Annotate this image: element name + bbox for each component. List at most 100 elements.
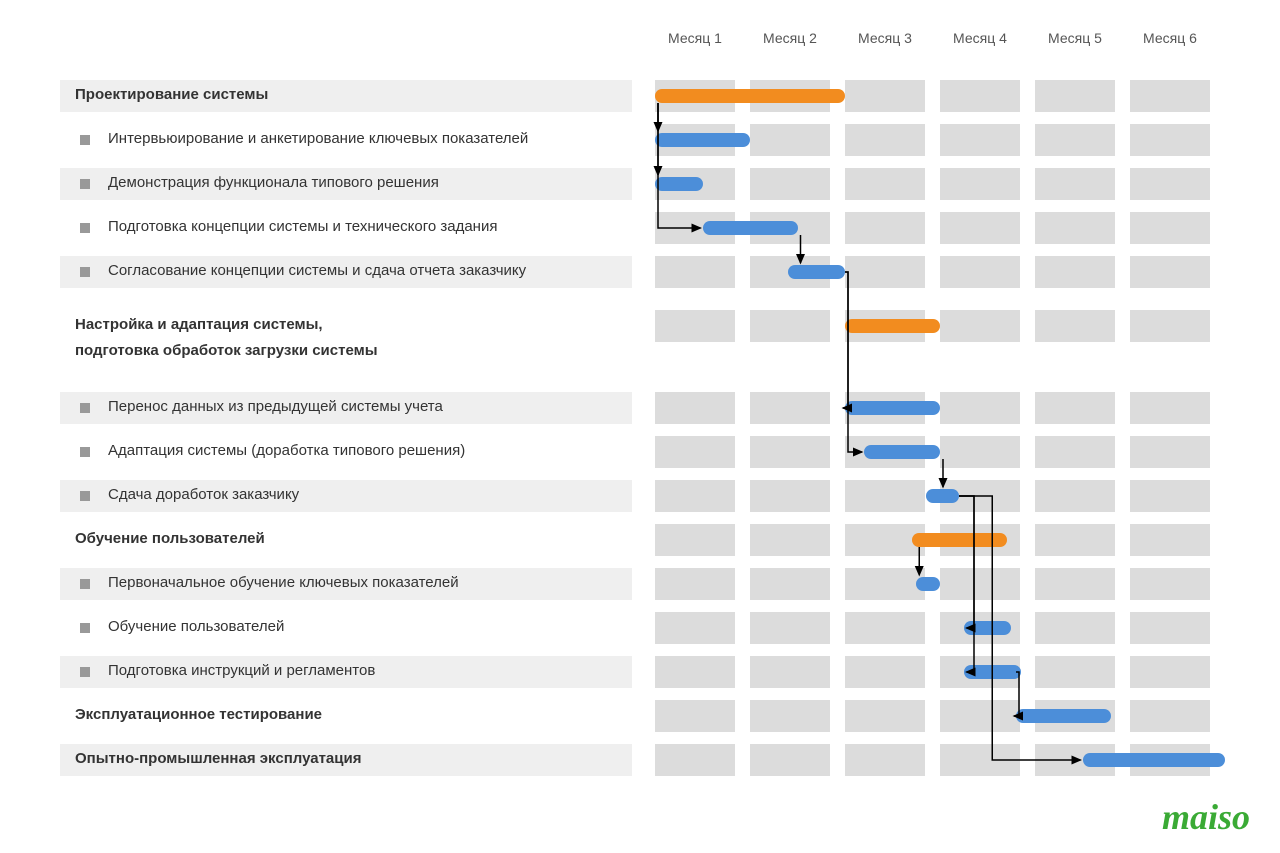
task-bar bbox=[1083, 753, 1226, 767]
grid-cell bbox=[845, 80, 925, 112]
grid-cell bbox=[655, 310, 735, 342]
grid-cell bbox=[1035, 612, 1115, 644]
month-label: Месяц 6 bbox=[1125, 30, 1215, 46]
grid-cell bbox=[1035, 524, 1115, 556]
grid-cell bbox=[940, 168, 1020, 200]
task-bar bbox=[916, 577, 940, 591]
month-label: Месяц 1 bbox=[650, 30, 740, 46]
grid-cell bbox=[845, 256, 925, 288]
grid-cell bbox=[1035, 80, 1115, 112]
gantt-task-row: Интервьюирование и анкетирование ключевы… bbox=[60, 124, 1220, 156]
bullet-icon bbox=[80, 403, 90, 413]
grid-cell bbox=[940, 124, 1020, 156]
grid-cell bbox=[1130, 656, 1210, 688]
grid-cell bbox=[655, 392, 735, 424]
grid-cell bbox=[940, 568, 1020, 600]
grid-cell bbox=[1130, 480, 1210, 512]
grid-cell bbox=[940, 256, 1020, 288]
gantt-phase-row: Настройка и адаптация системы,подготовка… bbox=[60, 310, 1220, 342]
grid-cell bbox=[655, 480, 735, 512]
grid-cell bbox=[1035, 212, 1115, 244]
month-label: Месяц 2 bbox=[745, 30, 835, 46]
month-label: Месяц 3 bbox=[840, 30, 930, 46]
month-label: Месяц 5 bbox=[1030, 30, 1120, 46]
gantt-phase-row: Проектирование системы bbox=[60, 80, 1220, 112]
watermark-logo: maiso bbox=[1162, 796, 1250, 838]
dependency-arrow bbox=[959, 496, 974, 628]
row-label: Обучение пользователей bbox=[75, 530, 265, 547]
grid-cell bbox=[750, 124, 830, 156]
row-label: Подготовка концепции системы и техническ… bbox=[108, 218, 497, 235]
grid-cell bbox=[750, 744, 830, 776]
bullet-icon bbox=[80, 623, 90, 633]
month-label: Месяц 4 bbox=[935, 30, 1025, 46]
grid-cell bbox=[1130, 612, 1210, 644]
grid-cell bbox=[1035, 568, 1115, 600]
task-bar bbox=[926, 489, 959, 503]
grid-cell bbox=[655, 256, 735, 288]
bullet-icon bbox=[80, 223, 90, 233]
grid-cell bbox=[1130, 310, 1210, 342]
grid-cell bbox=[1035, 168, 1115, 200]
month-header: Месяц 1Месяц 2Месяц 3Месяц 4Месяц 5Месяц… bbox=[655, 30, 1220, 60]
task-bar bbox=[703, 221, 798, 235]
grid-cell bbox=[1130, 392, 1210, 424]
bullet-icon bbox=[80, 267, 90, 277]
gantt-task-row: Первоначальное обучение ключевых показат… bbox=[60, 568, 1220, 600]
bullet-icon bbox=[80, 579, 90, 589]
grid-cell bbox=[845, 168, 925, 200]
task-bar bbox=[655, 133, 750, 147]
grid-cell bbox=[1130, 436, 1210, 468]
grid-cell bbox=[655, 744, 735, 776]
row-label: Эксплуатационное тестирование bbox=[75, 706, 322, 723]
gantt-phase-row: Эксплуатационное тестирование bbox=[60, 700, 1220, 732]
grid-cell bbox=[1130, 568, 1210, 600]
grid-cell bbox=[655, 568, 735, 600]
grid-cell bbox=[750, 656, 830, 688]
bullet-icon bbox=[80, 491, 90, 501]
grid-cell bbox=[750, 612, 830, 644]
grid-cell bbox=[1130, 212, 1210, 244]
bullet-icon bbox=[80, 135, 90, 145]
grid-cell bbox=[940, 310, 1020, 342]
row-label: Первоначальное обучение ключевых показат… bbox=[108, 574, 459, 591]
grid-cell bbox=[750, 700, 830, 732]
grid-cell bbox=[655, 700, 735, 732]
bullet-icon bbox=[80, 447, 90, 457]
grid-cell bbox=[1035, 480, 1115, 512]
row-label: Обучение пользователей bbox=[108, 618, 284, 635]
dependency-arrow bbox=[658, 103, 701, 228]
bullet-icon bbox=[80, 179, 90, 189]
grid-cell bbox=[655, 524, 735, 556]
grid-cell bbox=[845, 656, 925, 688]
grid-cell bbox=[940, 80, 1020, 112]
grid-cell bbox=[655, 612, 735, 644]
grid-cell bbox=[845, 568, 925, 600]
phase-bar bbox=[655, 89, 845, 103]
gantt-task-row: Демонстрация функционала типового решени… bbox=[60, 168, 1220, 200]
phase-bar bbox=[912, 533, 1007, 547]
gantt-task-row: Обучение пользователей bbox=[60, 612, 1220, 644]
row-label: Подготовка инструкций и регламентов bbox=[108, 662, 375, 679]
grid-cell bbox=[1035, 124, 1115, 156]
row-label: Сдача доработок заказчику bbox=[108, 486, 299, 503]
task-bar bbox=[964, 665, 1021, 679]
row-label: Интервьюирование и анкетирование ключевы… bbox=[108, 130, 528, 147]
grid-cell bbox=[845, 744, 925, 776]
grid-cell bbox=[750, 392, 830, 424]
task-bar bbox=[845, 401, 940, 415]
grid-cell bbox=[750, 480, 830, 512]
bullet-icon bbox=[80, 667, 90, 677]
grid-cell bbox=[1035, 310, 1115, 342]
gantt-task-row: Сдача доработок заказчику bbox=[60, 480, 1220, 512]
grid-cell bbox=[655, 436, 735, 468]
grid-cell bbox=[750, 168, 830, 200]
grid-cell bbox=[845, 700, 925, 732]
row-label: Опытно-промышленная эксплуатация bbox=[75, 750, 361, 767]
grid-cell bbox=[1130, 256, 1210, 288]
grid-cell bbox=[845, 212, 925, 244]
grid-cell bbox=[1035, 392, 1115, 424]
row-label: Согласование концепции системы и сдача о… bbox=[108, 262, 526, 279]
grid-cell bbox=[1035, 656, 1115, 688]
grid-cell bbox=[940, 436, 1020, 468]
